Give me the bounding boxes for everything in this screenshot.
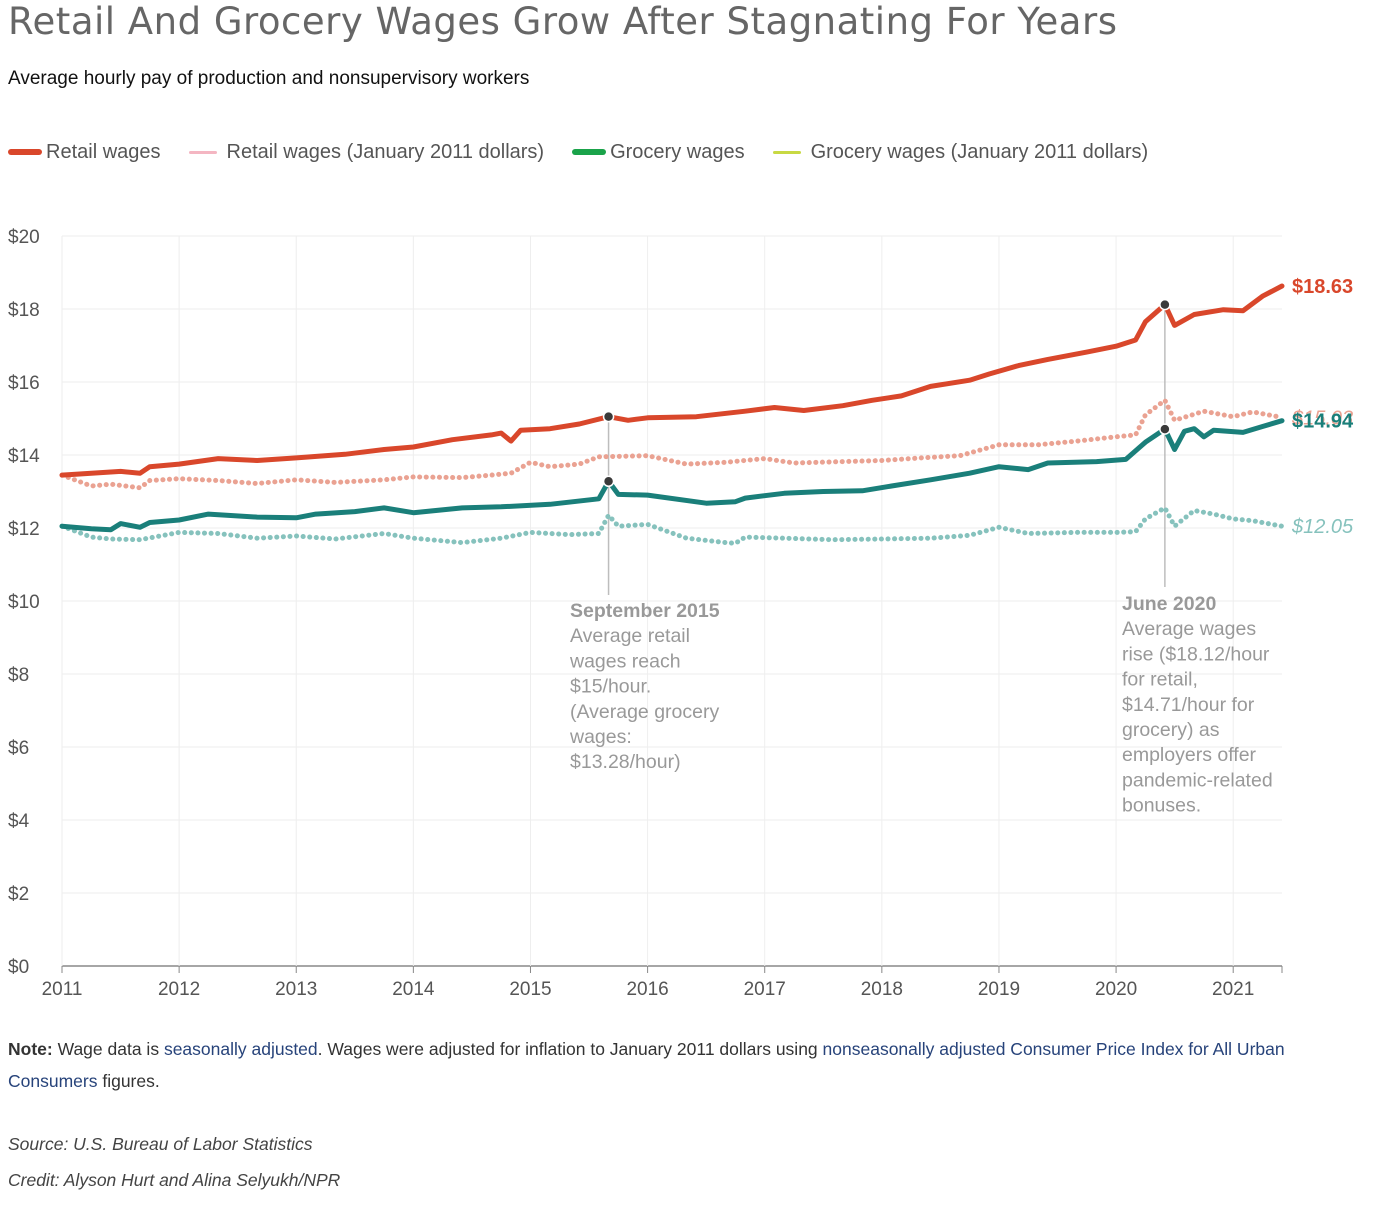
- y-tick-label: $20: [8, 227, 40, 248]
- y-tick-label: $16: [8, 373, 40, 394]
- x-tick-label: 2011: [42, 979, 83, 1000]
- y-tick-label: $0: [8, 957, 29, 978]
- series-end-label: $12.05: [1291, 516, 1354, 538]
- x-tick-label: 2015: [509, 979, 551, 1000]
- x-tick-label: 2012: [158, 979, 200, 1000]
- x-tick-label: 2020: [1095, 979, 1137, 1000]
- annotation-text-line: $14.71/hour for: [1122, 694, 1255, 716]
- seasonally-adjusted-link[interactable]: seasonally adjusted: [163, 1039, 318, 1059]
- y-tick-label: $8: [8, 665, 29, 686]
- annotation-text-line: Average wages: [1122, 618, 1256, 640]
- x-tick-label: 2017: [744, 979, 786, 1000]
- series-line-2: [59, 418, 1285, 533]
- annotation-text-line: for retail,: [1122, 669, 1198, 691]
- annotation-text-line: rise ($18.12/hour: [1122, 643, 1270, 665]
- legend: Retail wages Retail wages (January 2011 …: [8, 138, 1176, 166]
- note-text-3: figures.: [97, 1071, 160, 1091]
- y-tick-label: $10: [8, 592, 40, 613]
- annotation-dot: [1159, 423, 1171, 435]
- annotation-dot: [602, 475, 615, 488]
- annotation-text-line: $15/hour.: [570, 676, 651, 698]
- cpi-link[interactable]: nonseasonally adjusted Consumer Price In…: [8, 1039, 1285, 1091]
- annotation-text-line: (Average grocery: [570, 701, 719, 723]
- y-tick-label: $14: [8, 446, 40, 467]
- y-tick-label: $2: [8, 884, 29, 905]
- legend-swatch-retail-adjusted: [188, 150, 217, 154]
- annotation-dot: [602, 410, 615, 423]
- annotation-dot: [1159, 298, 1171, 311]
- series-line-1: [59, 397, 1285, 491]
- annotation-text-line: pandemic-related: [1122, 769, 1273, 791]
- legend-swatch-grocery: [572, 149, 607, 155]
- annotation-text-line: wages reach: [569, 650, 681, 672]
- legend-label-retail-adjusted: Retail wages (January 2011 dollars): [226, 140, 545, 163]
- note-text-1: Wage data is: [52, 1039, 164, 1059]
- x-tick-label: 2019: [978, 979, 1020, 1000]
- annotation-text-line: Average retail: [570, 625, 690, 647]
- credit-line: Credit: Alyson Hurt and Alina Selyukh/NP…: [8, 1170, 341, 1190]
- annotation-heading: September 2015: [570, 600, 720, 622]
- legend-item-grocery: Grocery wages: [572, 141, 745, 164]
- x-tick-label: 2013: [275, 979, 317, 1000]
- legend-swatch-grocery-adjusted: [772, 150, 801, 154]
- legend-label-grocery-adjusted: Grocery wages (January 2011 dollars): [810, 140, 1149, 163]
- x-tick-label: 2021: [1212, 979, 1254, 1000]
- legend-item-grocery-adjusted: Grocery wages (January 2011 dollars): [772, 140, 1149, 164]
- source-line: Source: U.S. Bureau of Labor Statistics: [8, 1134, 313, 1154]
- annotation-text-line: employers offer: [1122, 744, 1257, 766]
- series-end-label: $15.03: [1291, 407, 1353, 429]
- x-tick-label: 2018: [861, 979, 903, 1000]
- legend-label-retail: Retail wages: [46, 140, 161, 163]
- footnote: Note: Wage data is seasonally adjusted. …: [8, 1033, 1378, 1097]
- y-tick-label: $6: [8, 738, 29, 759]
- y-tick-label: $18: [8, 300, 40, 321]
- legend-item-retail: Retail wages: [8, 141, 161, 164]
- note-text-2: . Wages were adjusted for inflation to J…: [317, 1039, 823, 1059]
- x-tick-label: 2016: [626, 979, 668, 1000]
- annotation-text-line: grocery) as: [1122, 719, 1220, 741]
- series-line-3: [59, 505, 1285, 546]
- chart-subtitle: Average hourly pay of production and non…: [8, 68, 530, 89]
- series-end-label: $18.63: [1292, 276, 1353, 298]
- y-tick-label: $12: [8, 519, 40, 540]
- line-chart: $0 $2 $4 $6 $8 $10 $12 $14 $16 $18 $20 2011 2012 2013…: [8, 227, 1354, 1000]
- annotation-text-line: bonuses.: [1122, 795, 1201, 817]
- annotation-heading: June 2020: [1122, 593, 1216, 615]
- x-tick-label: 2014: [392, 979, 435, 1000]
- y-tick-label: $4: [8, 811, 30, 832]
- annotation-text-line: $13.28/hour): [570, 751, 681, 773]
- note-label: Note:: [8, 1039, 53, 1059]
- chart-title: Retail And Grocery Wages Grow After Stag…: [8, 0, 1118, 43]
- legend-label-grocery: Grocery wages: [610, 140, 745, 163]
- legend-swatch-retail: [8, 149, 42, 155]
- legend-item-retail-adjusted: Retail wages (January 2011 dollars): [188, 140, 545, 164]
- series-end-label: $14.94: [1292, 411, 1354, 433]
- series-line-0: [59, 283, 1285, 478]
- annotation-text-line: wages:: [569, 726, 632, 748]
